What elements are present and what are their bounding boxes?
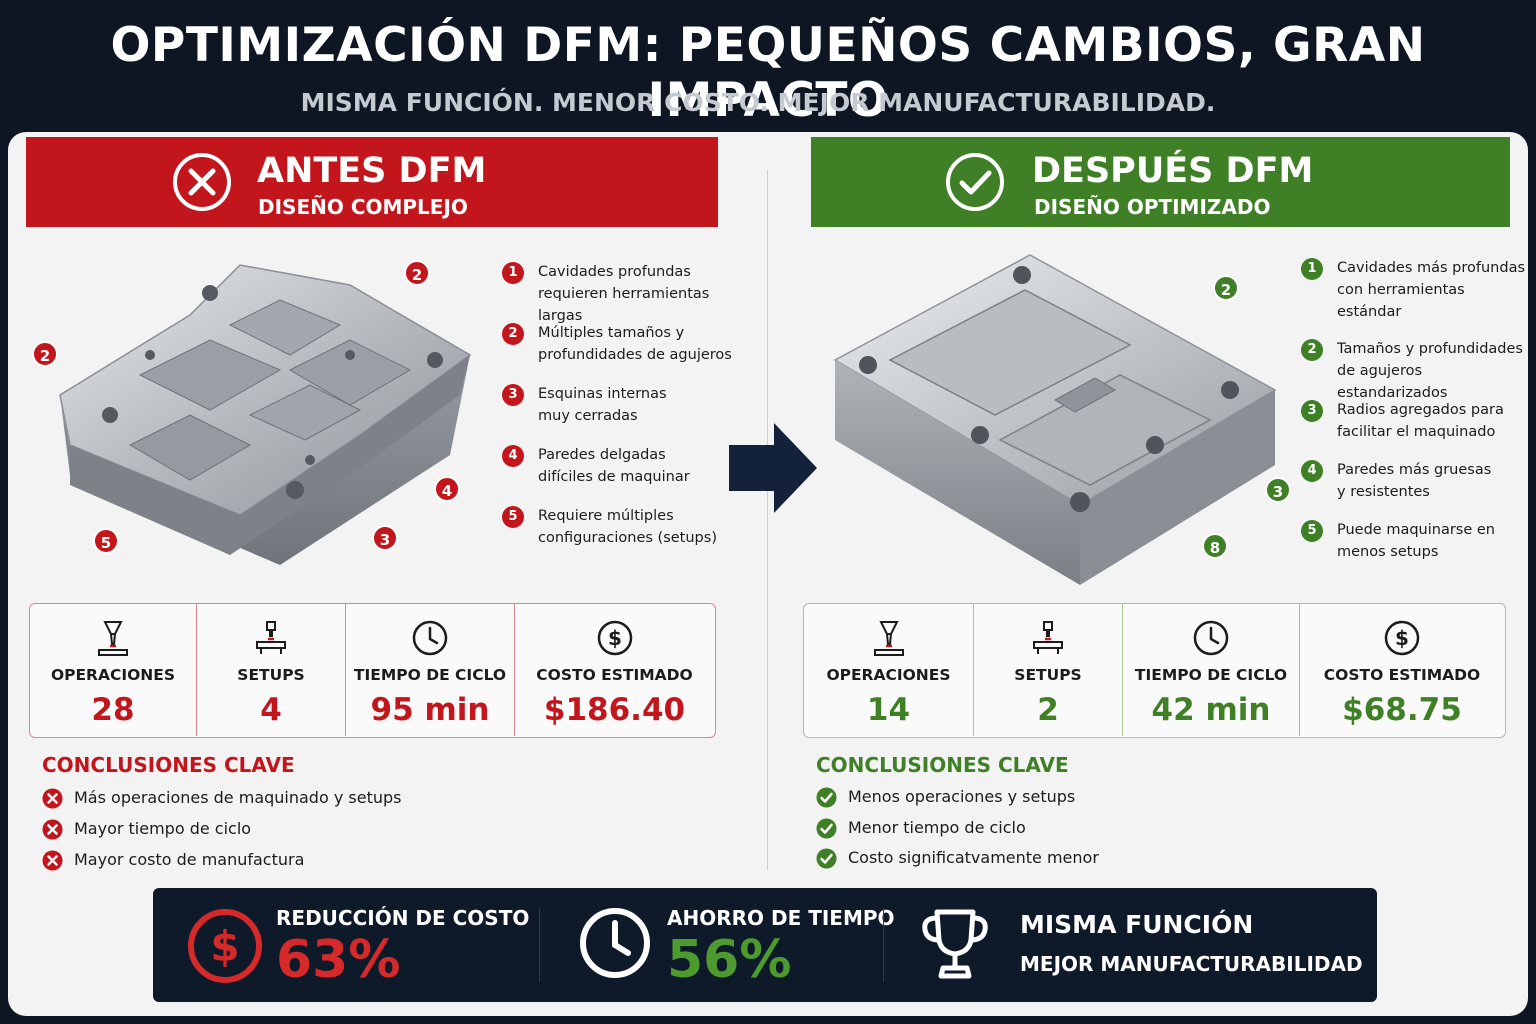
same-function-label: MISMA FUNCIÓN	[1020, 910, 1254, 939]
milling-tool-icon	[873, 621, 904, 656]
before-banner: ANTES DFM DISEÑO COMPLEJO	[26, 137, 718, 227]
x-circle-icon	[42, 788, 63, 809]
check-circle-icon	[816, 818, 837, 839]
before-callout-5: 5	[93, 528, 119, 554]
metric-operations: OPERACIONES 14	[804, 604, 973, 736]
metric-setups: SETUPS 2	[973, 604, 1122, 736]
page-subtitle: MISMA FUNCIÓN. MENOR COSTO. MEJOR MANUFA…	[300, 88, 1216, 117]
after-part-illustration	[833, 254, 1277, 585]
metric-cycle-time: TIEMPO DE CICLO 42 min	[1122, 604, 1299, 736]
check-circle-icon	[816, 787, 837, 808]
check-circle-icon	[946, 153, 1004, 211]
after-banner: DESPUÉS DFM DISEÑO OPTIMIZADO	[811, 137, 1510, 227]
before-callout-2a: 2	[404, 260, 430, 286]
clock-icon	[412, 620, 448, 656]
after-callout-3: 3	[1265, 477, 1291, 503]
milling-tool-icon	[98, 621, 128, 656]
clock-icon	[580, 908, 650, 978]
dollar-icon: $	[597, 620, 632, 656]
cost-reduction-value: 63%	[276, 930, 401, 990]
after-metrics: OPERACIONES 14 SETUPS 2 TIEMPO DE CICLO …	[803, 603, 1506, 738]
setup-fixture-icon	[1033, 621, 1063, 654]
summary-separator	[539, 908, 540, 982]
after-callout-8: 8	[1202, 533, 1228, 559]
dollar-icon: $	[188, 909, 262, 983]
setup-fixture-icon	[256, 621, 286, 654]
dollar-icon: $	[1384, 620, 1420, 656]
metric-setups: SETUPS 4	[196, 604, 345, 736]
time-savings-value: 56%	[667, 930, 792, 990]
svg-text:$: $	[210, 922, 239, 971]
summary-bar: $ REDUCCIÓN DE COSTO 63% AHORRO DE TIEMP…	[153, 888, 1377, 1002]
before-callout-2b: 2	[32, 341, 58, 367]
time-savings-label: AHORRO DE TIEMPO	[667, 906, 895, 930]
center-divider	[767, 170, 768, 870]
before-callout-4: 4	[434, 476, 460, 502]
x-circle-icon	[173, 153, 231, 211]
svg-text:$: $	[608, 626, 622, 650]
x-circle-icon	[42, 819, 63, 840]
metric-operations: OPERACIONES 28	[30, 604, 196, 736]
arrow-right-icon	[729, 423, 817, 513]
clock-icon	[1193, 620, 1229, 656]
x-circle-icon	[42, 850, 63, 871]
page-title: OPTIMIZACIÓN DFM: PEQUEÑOS CAMBIOS, GRAN…	[110, 18, 1426, 128]
metric-cycle-time: TIEMPO DE CICLO 95 min	[345, 604, 514, 736]
after-callout-2: 2	[1213, 275, 1239, 301]
after-conclusions-title: CONCLUSIONES CLAVE	[816, 753, 1069, 777]
summary-separator	[883, 908, 884, 982]
before-title: ANTES DFM	[257, 151, 487, 191]
before-conclusions-title: CONCLUSIONES CLAVE	[42, 753, 295, 777]
trophy-icon	[922, 909, 988, 979]
metric-estimated-cost: $ COSTO ESTIMADO $186.40	[514, 604, 714, 736]
after-title: DESPUÉS DFM	[1032, 151, 1314, 191]
before-subtitle: DISEÑO COMPLEJO	[258, 195, 468, 219]
after-subtitle: DISEÑO OPTIMIZADO	[1034, 195, 1271, 219]
better-manufacturability-label: MEJOR MANUFACTURABILIDAD	[1020, 952, 1363, 976]
before-callout-3: 3	[372, 525, 398, 551]
before-part-illustration	[59, 264, 472, 565]
svg-text:$: $	[1395, 626, 1409, 650]
before-metrics: OPERACIONES 28 SETUPS 4 TIEMPO DE CICLO …	[29, 603, 716, 738]
cost-reduction-label: REDUCCIÓN DE COSTO	[276, 906, 530, 930]
check-circle-icon	[816, 848, 837, 869]
metric-estimated-cost: $ COSTO ESTIMADO $68.75	[1299, 604, 1504, 736]
